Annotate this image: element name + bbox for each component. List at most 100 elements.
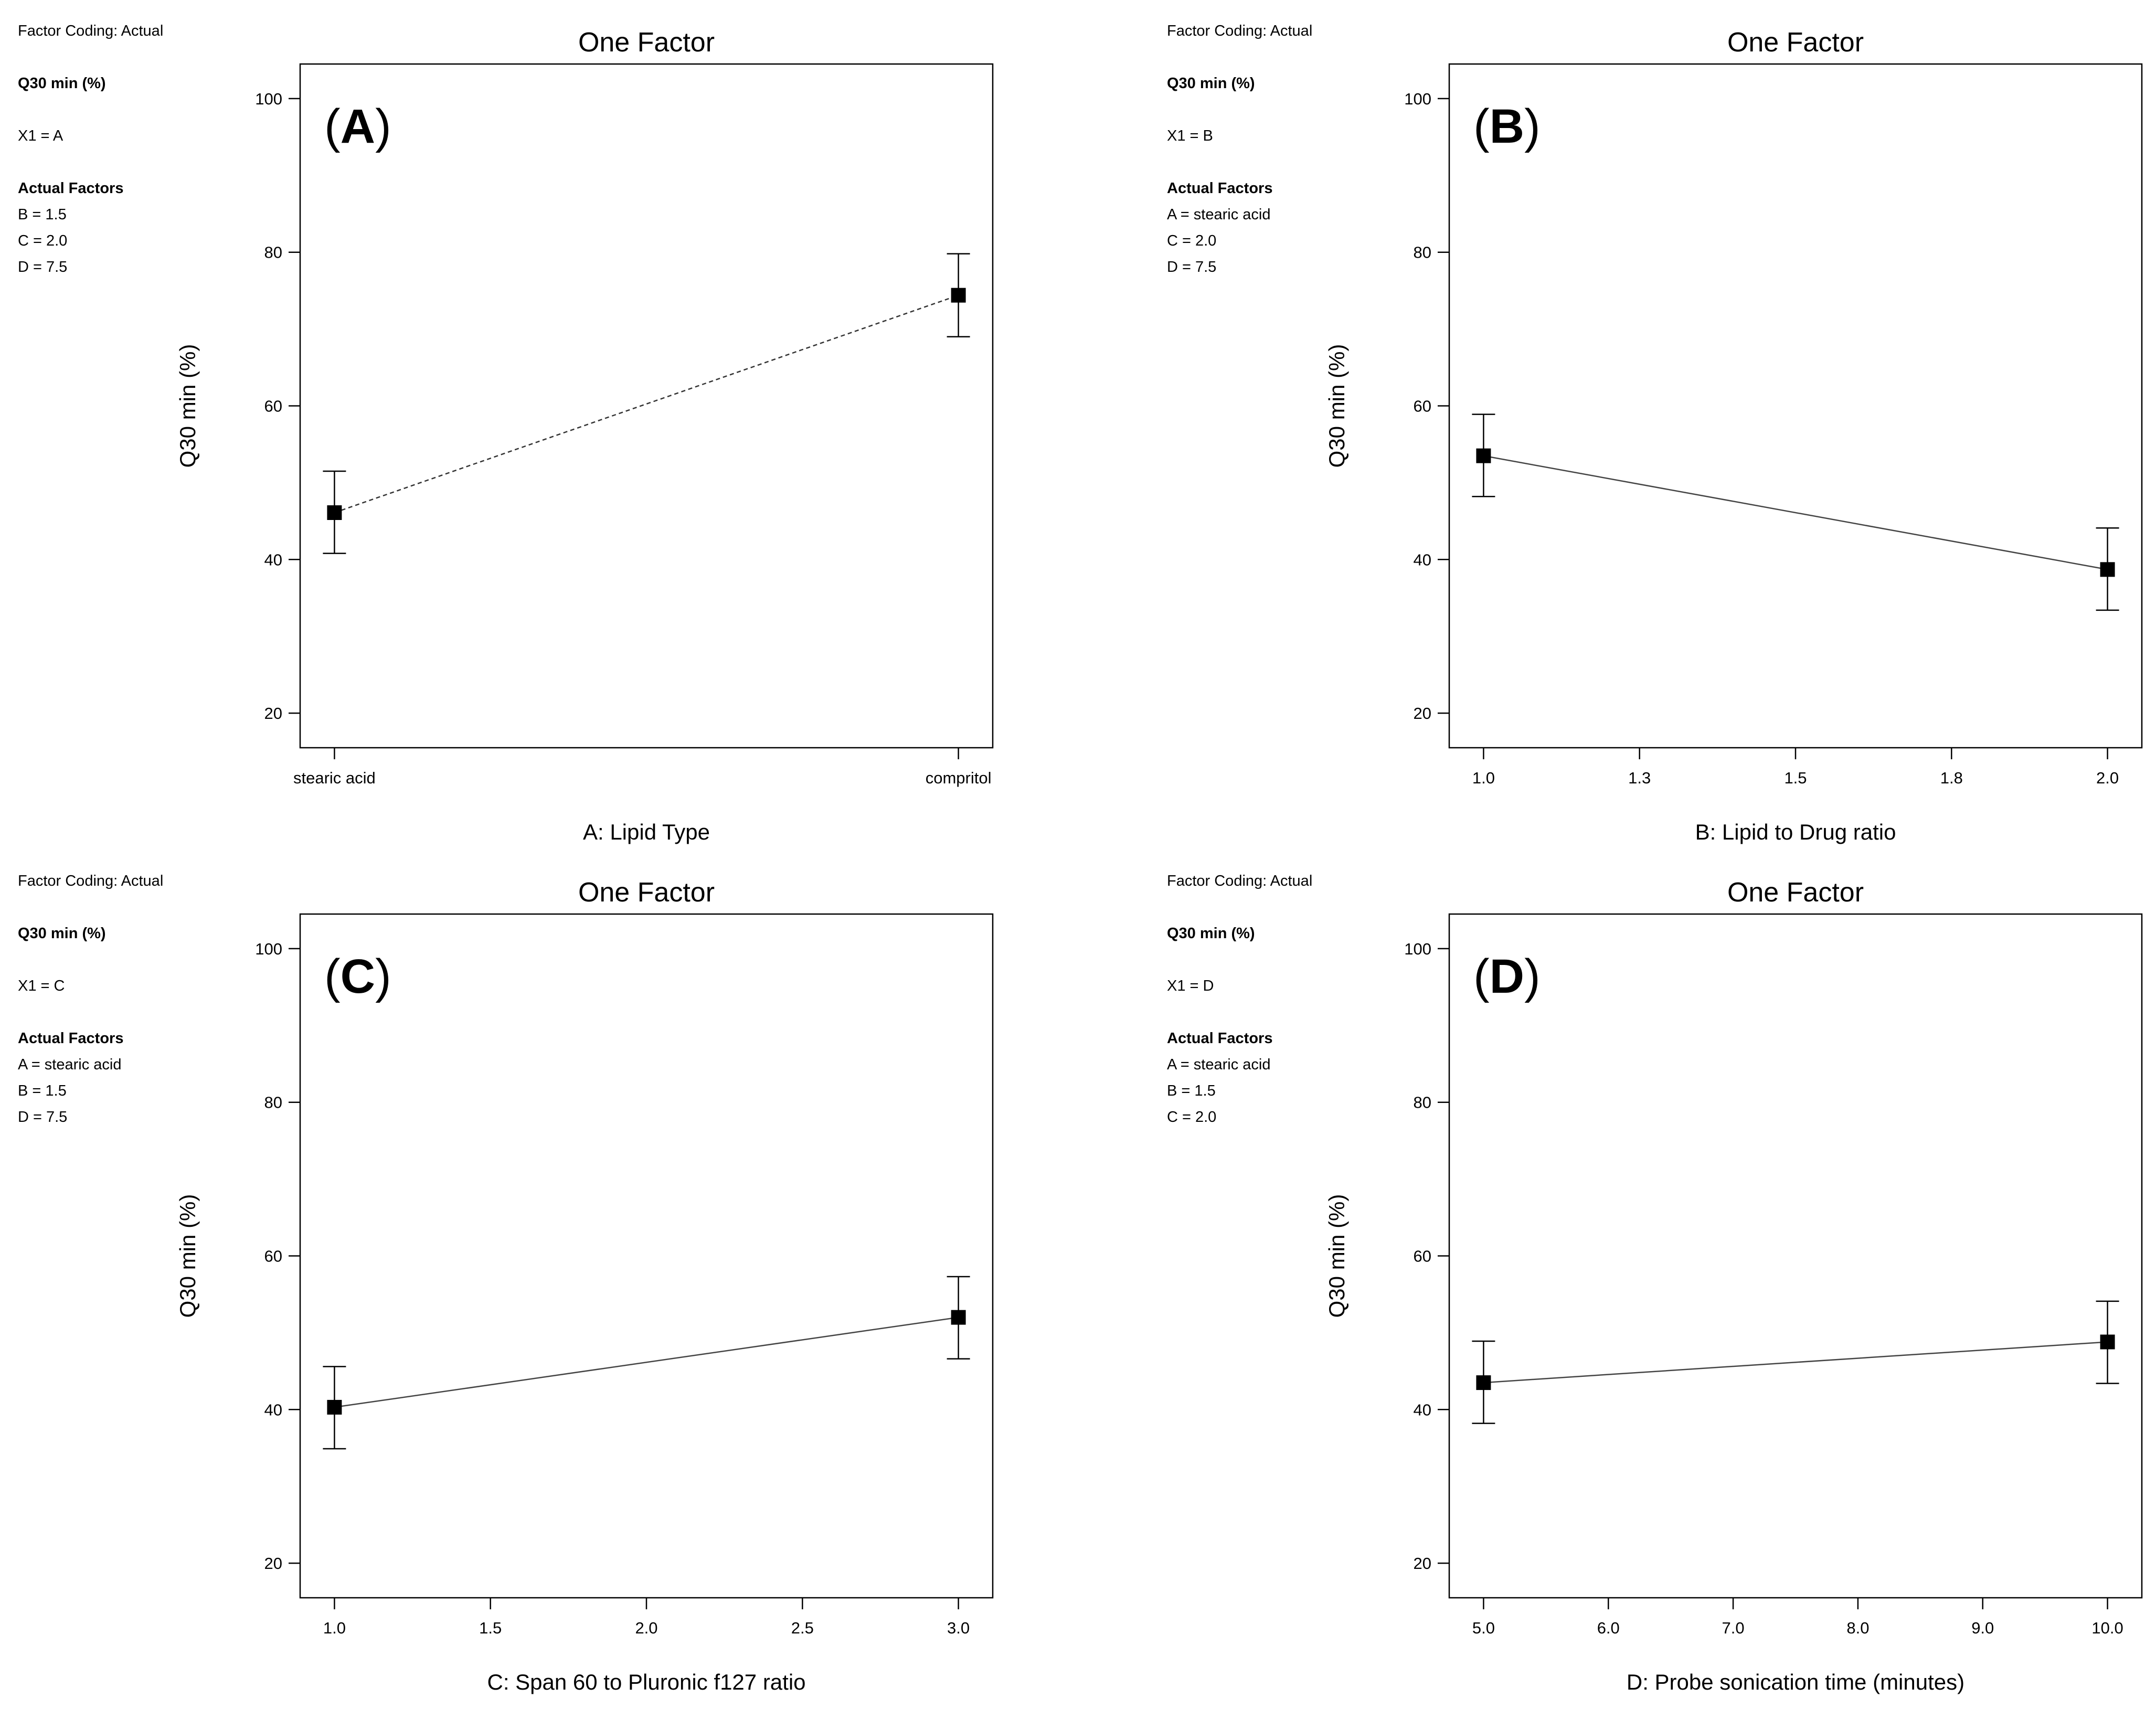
x1-factor-text: X1 = C: [18, 978, 65, 994]
factor-coding-text: Factor Coding: Actual: [1167, 23, 1313, 39]
y-tick-label: 40: [264, 1400, 282, 1419]
panel-label-letter: C: [341, 950, 375, 1003]
y-tick-label: 100: [255, 90, 282, 108]
panel-label-letter: A: [341, 100, 375, 153]
plot-svg: One Factor (A) 20 40 60 80 100 stearic acid comp…: [175, 27, 994, 844]
chart-title: One Factor: [1727, 877, 1864, 908]
y-axis-label: Q30 min (%): [1324, 344, 1349, 468]
actual-factors-header: Actual Factors: [18, 180, 124, 197]
plot-frame: [299, 913, 994, 1599]
plot-frame: [1448, 913, 2143, 1599]
panel-label-paren: ): [375, 100, 391, 153]
x1-factor-text: X1 = D: [1167, 978, 1214, 994]
factor-coding-text: Factor Coding: Actual: [1167, 873, 1313, 889]
x-tick-label: 10.0: [2091, 1619, 2123, 1637]
series-line: [334, 1317, 959, 1408]
panel-a: Factor Coding: Actual Q30 min (%) X1 = A…: [0, 0, 1078, 854]
y-tick-label: 80: [1414, 1094, 1431, 1112]
factor-coding-text: Factor Coding: Actual: [18, 873, 164, 889]
y-tick-label: 20: [264, 704, 282, 723]
y-tick-label: 80: [264, 1094, 282, 1112]
x1-factor-text: X1 = A: [18, 128, 63, 144]
x-tick-label: 2.0: [2096, 769, 2119, 787]
plot-frame: [299, 63, 994, 749]
data-point: [2100, 1334, 2115, 1350]
data-point: [951, 288, 966, 303]
x-axis-label: A: Lipid Type: [583, 820, 710, 844]
y-axis-label: Q30 min (%): [175, 1194, 200, 1318]
panel-label-paren: (: [324, 100, 341, 153]
panel-c: Factor Coding: Actual Q30 min (%) X1 = C…: [0, 850, 1078, 1704]
panel-label-letter: D: [1490, 950, 1524, 1003]
panel-label-paren: ): [375, 950, 391, 1003]
actual-factor-value: D = 7.5: [1167, 259, 1217, 275]
y-axis-label: Q30 min (%): [1324, 1194, 1349, 1318]
factor-coding-text: Factor Coding: Actual: [18, 23, 164, 39]
plot-svg: One Factor (B) 20 40 60 80 100 1.0 1.3 1.5 1.8 2.0 B…: [1324, 27, 2143, 844]
actual-factors-header: Actual Factors: [1167, 180, 1273, 197]
x-tick-label: stearic acid: [293, 769, 376, 787]
x-tick-label: 1.8: [1940, 769, 1963, 787]
actual-factors-header: Actual Factors: [18, 1030, 124, 1047]
actual-factor-value: A = stearic acid: [1167, 206, 1271, 223]
response-name: Q30 min (%): [18, 75, 106, 92]
y-tick-label: 60: [1414, 397, 1431, 416]
y-tick-label: 20: [1414, 1554, 1431, 1573]
y-tick-label: 20: [1414, 704, 1431, 723]
response-name: Q30 min (%): [1167, 75, 1255, 92]
factor-info: Factor Coding: Actual Q30 min (%) X1 = B…: [1167, 18, 1312, 280]
data-point: [1476, 1375, 1491, 1390]
panel-label: (C): [324, 950, 391, 1003]
panel-label-paren: ): [1524, 100, 1541, 153]
x-tick-label: compritol: [926, 769, 992, 787]
x-tick-label: 9.0: [1971, 1619, 1994, 1637]
actual-factor-value: D = 7.5: [18, 1109, 68, 1126]
y-tick-label: 40: [1414, 1400, 1431, 1419]
plot-frame: [1448, 63, 2143, 749]
x-axis-label: C: Span 60 to Pluronic f127 ratio: [487, 1670, 805, 1694]
y-tick-label: 40: [264, 550, 282, 569]
factor-info: Factor Coding: Actual Q30 min (%) X1 = C…: [18, 868, 163, 1130]
panel-b: Factor Coding: Actual Q30 min (%) X1 = B…: [1149, 0, 2156, 854]
panel-label-paren: (: [1473, 950, 1490, 1003]
series-line: [1483, 1341, 2108, 1384]
x-tick-label: 8.0: [1846, 1619, 1869, 1637]
x-tick-label: 1.0: [323, 1619, 346, 1637]
chart-title: One Factor: [578, 877, 715, 908]
panel-label-paren: ): [1524, 950, 1541, 1003]
plot-svg: One Factor (D) 20 40 60 80 100 5.0 6.0 7.0 8.0 9.0 1…: [1324, 877, 2143, 1694]
x-tick-label: 1.5: [479, 1619, 502, 1637]
data-point: [951, 1310, 966, 1325]
data-point: [327, 505, 342, 521]
y-tick-label: 60: [1414, 1247, 1431, 1266]
actual-factor-value: B = 1.5: [18, 206, 67, 223]
chart-title: One Factor: [578, 27, 715, 58]
x-tick-label: 1.3: [1628, 769, 1651, 787]
panel-d: Factor Coding: Actual Q30 min (%) X1 = D…: [1149, 850, 2156, 1704]
data-point: [327, 1399, 342, 1415]
x-tick-label: 3.0: [947, 1619, 970, 1637]
y-tick-label: 60: [264, 397, 282, 416]
actual-factor-value: B = 1.5: [18, 1082, 67, 1099]
series-line: [334, 294, 959, 514]
x-axis-label: B: Lipid to Drug ratio: [1695, 820, 1896, 844]
response-name: Q30 min (%): [1167, 925, 1255, 942]
x-axis-label: D: Probe sonication time (minutes): [1627, 1670, 1964, 1694]
actual-factor-value: C = 2.0: [18, 232, 68, 249]
factor-info: Factor Coding: Actual Q30 min (%) X1 = D…: [1167, 868, 1312, 1130]
x-tick-label: 2.5: [791, 1619, 814, 1637]
actual-factor-value: A = stearic acid: [18, 1056, 122, 1073]
x-tick-label: 2.0: [635, 1619, 657, 1637]
actual-factor-value: C = 2.0: [1167, 232, 1217, 249]
y-tick-label: 100: [1404, 940, 1431, 958]
y-tick-label: 40: [1414, 550, 1431, 569]
y-tick-label: 80: [1414, 243, 1431, 262]
response-name: Q30 min (%): [18, 925, 106, 942]
y-tick-label: 100: [1404, 90, 1431, 108]
panel-label: (D): [1473, 950, 1541, 1003]
y-tick-label: 60: [264, 1247, 282, 1266]
panel-label-paren: (: [324, 950, 341, 1003]
y-tick-label: 80: [264, 243, 282, 262]
y-tick-label: 20: [264, 1554, 282, 1573]
